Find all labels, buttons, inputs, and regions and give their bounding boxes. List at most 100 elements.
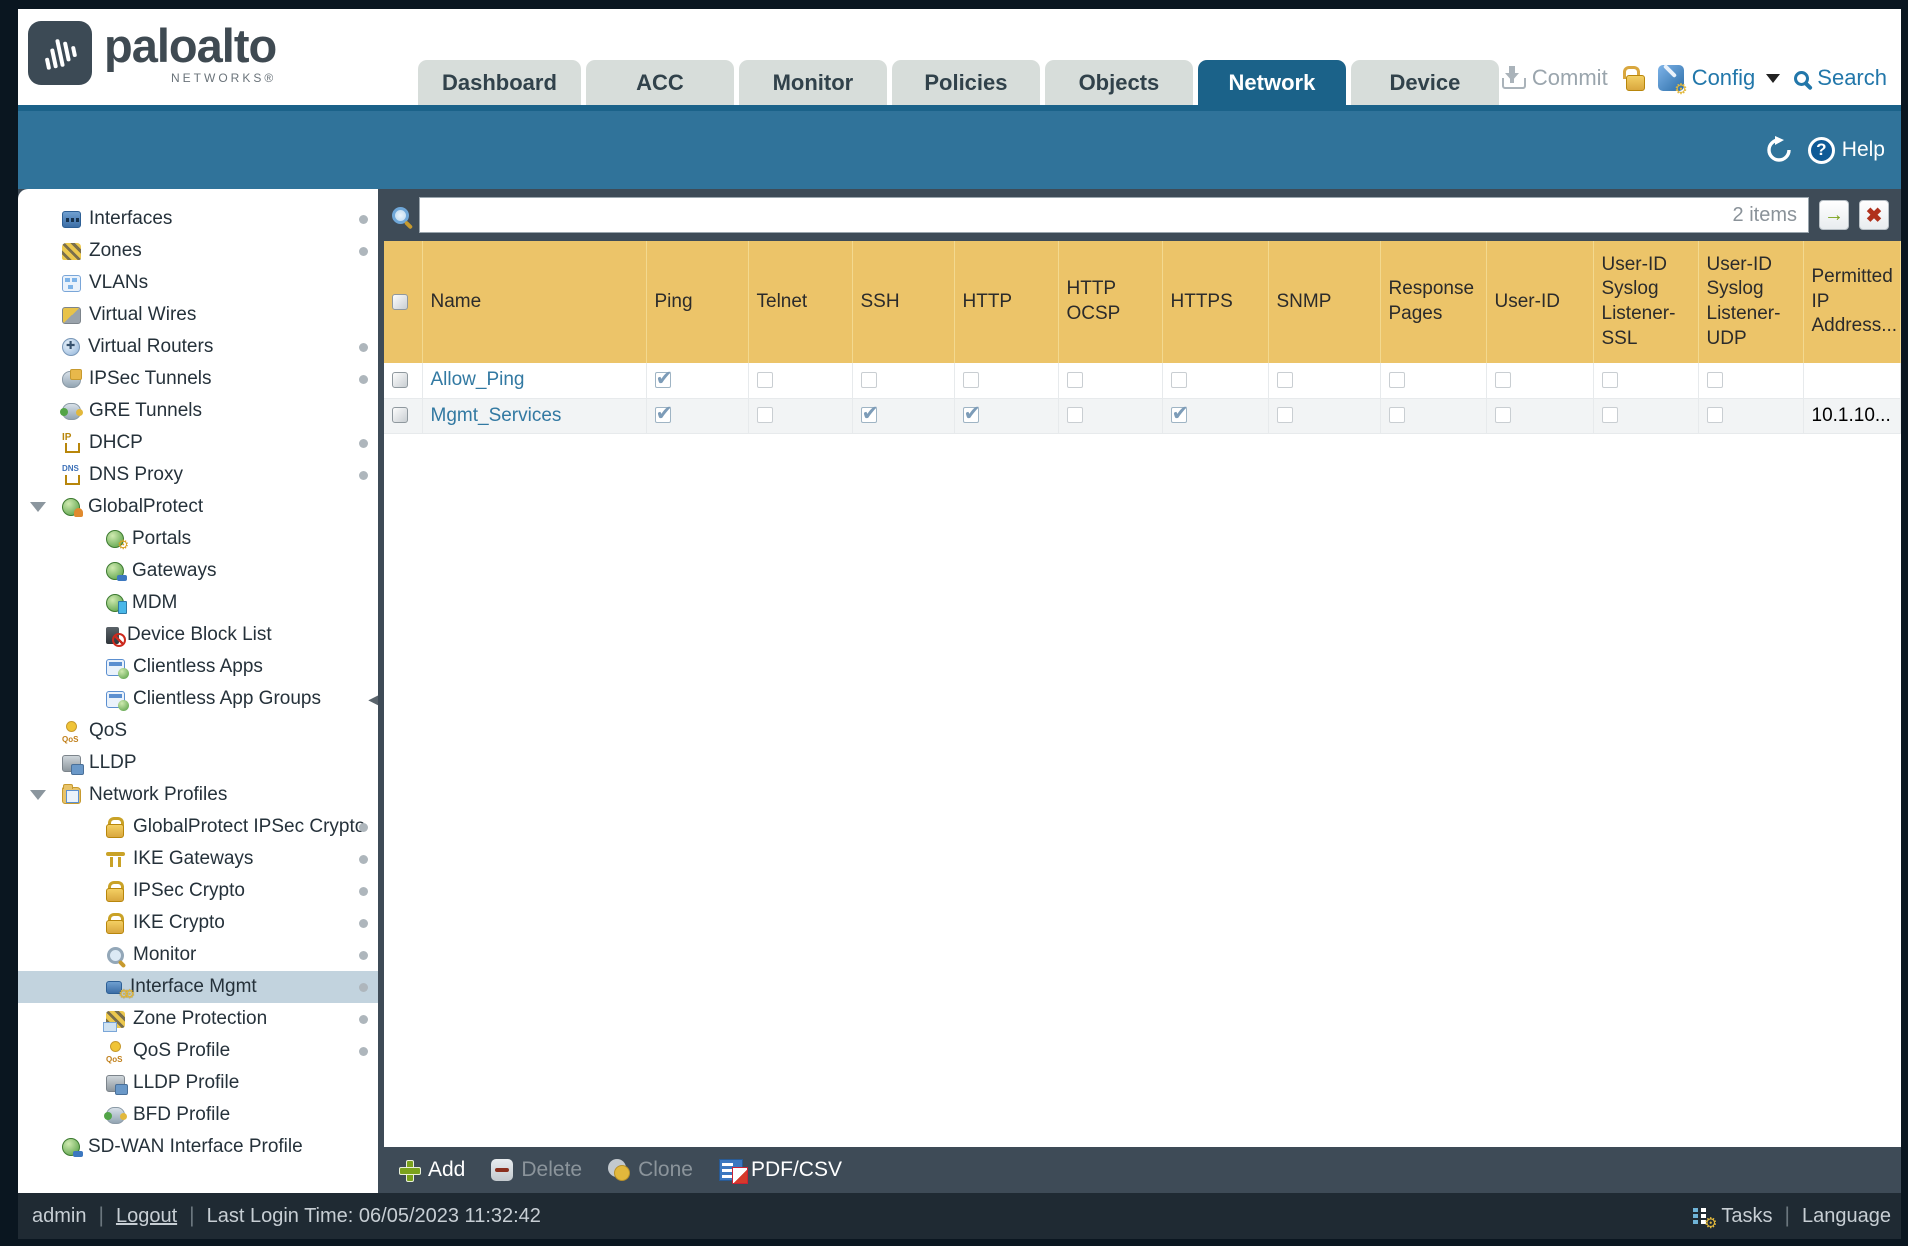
item-menu-dot[interactable] [359, 1046, 368, 1056]
logout-link[interactable]: Logout [115, 1204, 178, 1227]
profile-link[interactable]: Mgmt_Services [430, 404, 562, 426]
expand-arrow-icon[interactable] [30, 790, 46, 800]
tab-acc[interactable]: ACC [585, 60, 734, 105]
tasks-button[interactable]: Tasks [1721, 1204, 1773, 1227]
col-name[interactable]: Name [422, 241, 647, 363]
sidebar-item-mdm[interactable]: MDM [18, 587, 378, 619]
sidebar-item-network-profiles[interactable]: Network Profiles [18, 779, 378, 811]
apply-filter-button[interactable]: → [1819, 200, 1849, 230]
help-button[interactable]: ? Help [1807, 136, 1885, 164]
search-button[interactable]: Search [1794, 65, 1887, 91]
sidebar-item-gre-tunnels[interactable]: GRE Tunnels [18, 395, 378, 427]
tab-network[interactable]: Network [1197, 60, 1346, 105]
sidebar-item-dns-proxy[interactable]: DNS Proxy [18, 459, 378, 491]
sidebar-item-qos-profile[interactable]: QoS Profile [18, 1035, 378, 1067]
col-user-id[interactable]: User-ID [1486, 241, 1594, 363]
item-menu-dot[interactable] [359, 374, 368, 384]
sidebar-item-interfaces[interactable]: Interfaces [18, 203, 378, 235]
sidebar-item-lldp-profile[interactable]: LLDP Profile [18, 1067, 378, 1099]
filter-bar: 2 items → ✖ [384, 189, 1901, 241]
sidebar-item-virtual-routers[interactable]: Virtual Routers [18, 331, 378, 363]
unlock-icon[interactable] [1622, 66, 1645, 91]
item-menu-dot[interactable] [359, 982, 368, 992]
sidebar-item-zones[interactable]: Zones [18, 235, 378, 267]
interface-mgmt-table: Name Ping Telnet SSH HTTP HTTP OCSP HTTP… [384, 241, 1901, 434]
item-menu-dot[interactable] [359, 950, 368, 960]
item-menu-dot[interactable] [359, 214, 368, 224]
sidebar-item-dhcp[interactable]: DHCP [18, 427, 378, 459]
col-http[interactable]: HTTP [954, 241, 1059, 363]
tab-objects[interactable]: Objects [1044, 60, 1193, 105]
item-menu-dot[interactable] [359, 342, 368, 352]
language-button[interactable]: Language [1802, 1204, 1891, 1227]
sidebar-item-monitor[interactable]: Monitor [18, 939, 378, 971]
commit-icon [1500, 66, 1526, 90]
sidebar-item-globalprotect[interactable]: GlobalProtect [18, 491, 378, 523]
select-all-checkbox[interactable] [392, 293, 408, 310]
col-ssh[interactable]: SSH [852, 241, 955, 363]
permitted-ip-cell [1803, 363, 1901, 399]
add-button[interactable]: Add [398, 1158, 465, 1182]
col-ping[interactable]: Ping [646, 241, 749, 363]
col-snmp[interactable]: SNMP [1268, 241, 1381, 363]
col-telnet[interactable]: Telnet [748, 241, 853, 363]
tab-dashboard[interactable]: Dashboard [418, 60, 581, 105]
config-menu[interactable]: Config [1657, 65, 1781, 98]
sidebar-item-clientless-apps[interactable]: Clientless Apps [18, 651, 378, 683]
sidebar-item-ipsec-tunnels[interactable]: IPSec Tunnels [18, 363, 378, 395]
response-pages-checkbox [1388, 372, 1405, 389]
gateways-icon [106, 562, 127, 581]
sidebar-item-ike-crypto[interactable]: IKE Crypto [18, 907, 378, 939]
tab-policies[interactable]: Policies [891, 60, 1040, 105]
sidebar-item-zone-protection[interactable]: Zone Protection [18, 1003, 378, 1035]
expand-arrow-icon[interactable] [30, 502, 46, 512]
refresh-icon[interactable] [1764, 135, 1794, 165]
sidebar-item-device-block-list[interactable]: Device Block List [18, 619, 378, 651]
config-icon [1657, 65, 1688, 98]
sidebar-item-qos[interactable]: QoS [18, 715, 378, 747]
item-menu-dot[interactable] [359, 822, 368, 832]
commit-button[interactable]: Commit [1500, 65, 1608, 91]
sidebar-item-portals[interactable]: Portals [18, 523, 378, 555]
clone-button[interactable]: Clone [608, 1158, 693, 1182]
col-https[interactable]: HTTPS [1162, 241, 1269, 363]
col-uid-syslog-udp[interactable]: User-ID Syslog Listener-UDP [1698, 241, 1804, 363]
sidebar-item-ike-gateways[interactable]: IKE Gateways [18, 843, 378, 875]
sidebar-item-clientless-app-groups[interactable]: Clientless App Groups [18, 683, 378, 715]
https-checkbox [1170, 372, 1187, 389]
tab-monitor[interactable]: Monitor [738, 60, 887, 105]
sidebar-item-virtual-wires[interactable]: Virtual Wires [18, 299, 378, 331]
col-permitted-ip[interactable]: Permitted IP Address... [1803, 241, 1901, 363]
item-menu-dot[interactable] [359, 1014, 368, 1024]
tab-device[interactable]: Device [1350, 60, 1499, 105]
pdf-csv-button[interactable]: PDF/CSV [718, 1158, 842, 1184]
col-uid-syslog-ssl[interactable]: User-ID Syslog Listener-SSL [1593, 241, 1699, 363]
filter-input[interactable] [419, 197, 1809, 233]
item-menu-dot[interactable] [359, 438, 368, 448]
last-login-time: Last Login Time: 06/05/2023 11:32:42 [206, 1204, 541, 1227]
item-menu-dot[interactable] [359, 886, 368, 896]
clear-filter-button[interactable]: ✖ [1859, 200, 1889, 230]
profile-link[interactable]: Allow_Ping [430, 369, 525, 391]
row-checkbox[interactable] [392, 407, 408, 424]
item-menu-dot[interactable] [359, 246, 368, 256]
sidebar-collapse-arrow[interactable]: ◀ [368, 691, 378, 707]
mdm-icon [106, 594, 127, 614]
sidebar-item-globalprotect-ipsec-crypto[interactable]: GlobalProtect IPSec Crypto [18, 811, 378, 843]
sidebar-item-ipsec-crypto[interactable]: IPSec Crypto [18, 875, 378, 907]
col-http-ocsp[interactable]: HTTP OCSP [1058, 241, 1163, 363]
sidebar-item-interface-mgmt[interactable]: Interface Mgmt [18, 971, 378, 1003]
sidebar-item-lldp[interactable]: LLDP [18, 747, 378, 779]
item-menu-dot[interactable] [359, 918, 368, 928]
col-response-pages[interactable]: Response Pages [1380, 241, 1487, 363]
sidebar-item-bfd-profile[interactable]: BFD Profile [18, 1099, 378, 1131]
user-id-checkbox [1494, 407, 1511, 424]
sidebar-item-gateways[interactable]: Gateways [18, 555, 378, 587]
http-ocsp-checkbox [1066, 372, 1083, 389]
sidebar-item-sdwan-interface-profile[interactable]: SD-WAN Interface Profile [18, 1131, 378, 1163]
sidebar-item-vlans[interactable]: VLANs [18, 267, 378, 299]
delete-button[interactable]: Delete [491, 1158, 582, 1182]
item-menu-dot[interactable] [359, 854, 368, 864]
row-checkbox[interactable] [392, 372, 408, 389]
item-menu-dot[interactable] [359, 470, 368, 480]
